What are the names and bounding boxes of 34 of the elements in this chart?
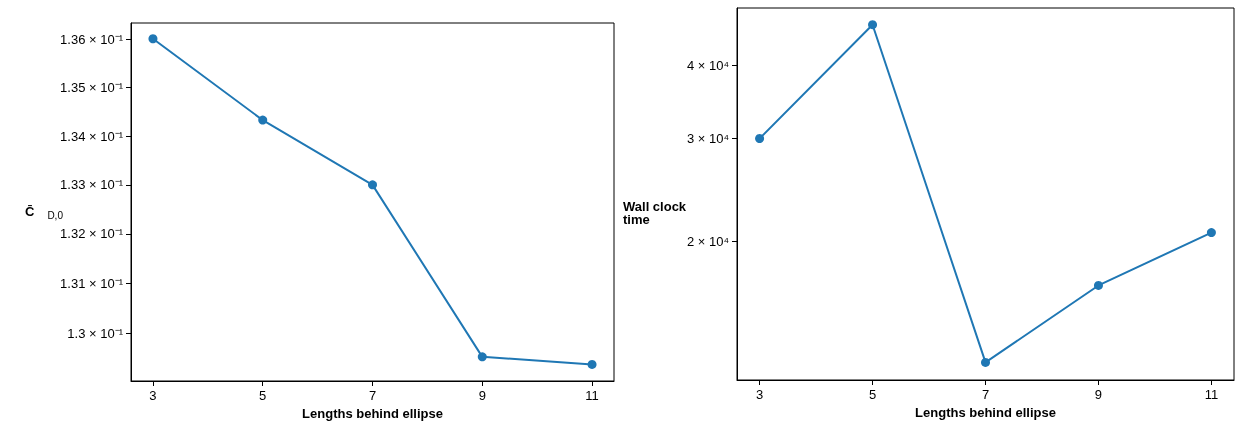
point: [148, 34, 158, 44]
x-tick-label: 11: [1204, 387, 1219, 402]
x-tick-label: 3: [755, 387, 764, 402]
y-tick-label: 4 × 10⁴: [686, 58, 729, 74]
x-axis-title: Lengths behind ellipse: [915, 405, 1056, 420]
y-tick-label: 1.32 × 10⁻¹: [60, 226, 124, 242]
y-tick-label: 1.31 × 10⁻¹: [60, 275, 124, 291]
y-tick-label: 1.34 × 10⁻¹: [60, 128, 124, 144]
y-tick-label: 1.3 × 10⁻¹: [67, 325, 124, 341]
point: [258, 115, 268, 125]
point: [981, 357, 990, 367]
point: [477, 352, 487, 362]
y-tick-label: 1.35 × 10⁻¹: [60, 80, 124, 96]
point: [755, 134, 765, 143]
y-axis-title: Wall clock time: [623, 198, 690, 227]
y-tick-label: 1.36 × 10⁻¹: [60, 32, 124, 48]
y-tick-label: 1.33 × 10⁻¹: [60, 177, 124, 193]
x-tick-label: 9: [1094, 387, 1103, 402]
x-tick-label: 5: [868, 387, 877, 402]
x-tick-label: 7: [368, 388, 377, 403]
x-tick-label: 3: [149, 388, 157, 403]
y-tick-label: 3 × 10⁴: [686, 130, 729, 146]
x-tick-label: 9: [478, 388, 486, 403]
point: [868, 20, 878, 30]
x-tick-label: 11: [585, 388, 599, 403]
point: [1206, 228, 1216, 238]
x-axis-title: Lengths behind ellipse: [302, 406, 443, 421]
x-tick-label: 5: [259, 388, 267, 403]
y-axis-title: C̄D,0: [25, 203, 64, 221]
point: [1093, 280, 1103, 290]
point: [587, 359, 597, 369]
y-tick-label: 2 × 10⁴: [686, 233, 729, 249]
point: [368, 180, 377, 190]
x-tick-label: 7: [981, 387, 990, 402]
